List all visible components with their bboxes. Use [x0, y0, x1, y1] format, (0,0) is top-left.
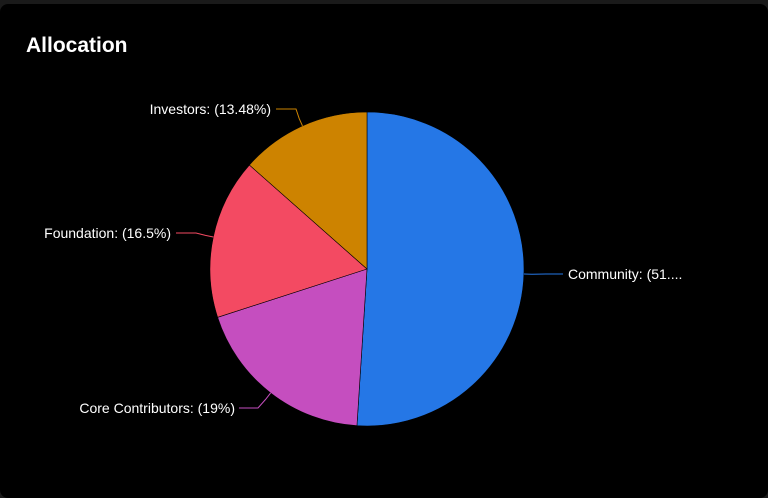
slice-label-core-contributors: Core Contributors: (19%) — [79, 400, 235, 416]
pie-slice-investors[interactable] — [248, 111, 368, 270]
chart-title: Allocation — [26, 34, 128, 57]
pie-slice-community[interactable] — [356, 111, 525, 427]
leader-line-investors — [276, 108, 303, 127]
leader-line-core-contributors — [239, 392, 272, 409]
slice-label-investors: Investors: (13.48%) — [150, 101, 271, 117]
slice-label-community: Community: (51.... — [568, 266, 682, 282]
slice-label-foundation: Foundation: (16.5%) — [44, 225, 171, 241]
leader-line-foundation — [176, 232, 214, 238]
